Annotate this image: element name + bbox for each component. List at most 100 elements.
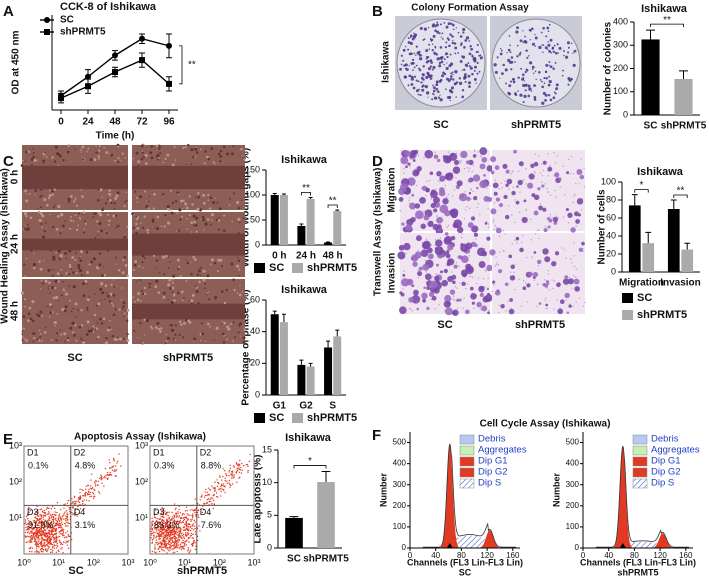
cell: [194, 223, 198, 227]
event: [42, 549, 45, 551]
colony: [445, 25, 449, 29]
colony: [431, 43, 434, 45]
cell: [537, 187, 541, 191]
colony: [522, 100, 525, 104]
cell: [207, 193, 210, 197]
y-tick-label: 40: [250, 326, 260, 336]
y-axis-label: Percentage of phase (%): [241, 289, 252, 405]
pore: [444, 184, 447, 187]
pore: [524, 282, 527, 284]
cell: [42, 235, 46, 239]
cell: [176, 229, 179, 232]
cell: [45, 222, 47, 224]
event: [199, 499, 201, 501]
colony: [428, 43, 431, 46]
colony: [476, 72, 479, 75]
event: [189, 549, 192, 551]
cell: [487, 311, 490, 315]
cell: [527, 182, 534, 189]
event: [178, 534, 181, 536]
cell: [141, 226, 145, 229]
pore: [409, 308, 412, 310]
event: [249, 453, 251, 456]
cell: [441, 279, 448, 287]
event: [163, 508, 165, 510]
pore: [572, 201, 574, 204]
pore: [425, 238, 428, 240]
event: [59, 530, 62, 532]
cell: [62, 280, 64, 283]
event: [37, 515, 40, 517]
cell: [48, 194, 52, 198]
point: [112, 52, 118, 59]
colony: [547, 84, 550, 87]
apoptosis-title: Apoptosis Assay (Ishikawa): [74, 432, 206, 443]
cell: [522, 286, 527, 291]
pore: [447, 224, 450, 227]
pore: [417, 269, 419, 272]
pore: [459, 162, 461, 164]
cell: [140, 157, 144, 161]
event: [31, 551, 33, 553]
pore: [551, 279, 553, 281]
bar: [628, 205, 641, 272]
colony: [547, 30, 550, 32]
cell: [547, 166, 553, 172]
colony: [523, 94, 527, 98]
colony: [541, 85, 544, 89]
colony: [431, 24, 435, 28]
cell: [505, 169, 510, 174]
event: [60, 518, 62, 520]
event: [215, 495, 218, 498]
event: [61, 523, 64, 526]
cell: [479, 292, 484, 298]
colony: [564, 55, 569, 59]
cell: [114, 159, 116, 162]
pore: [446, 226, 448, 229]
event: [39, 508, 41, 511]
event: [104, 467, 107, 470]
event: [213, 493, 215, 496]
cell: [515, 236, 520, 241]
event: [45, 550, 48, 552]
colony: [520, 67, 523, 70]
cell: [154, 326, 158, 329]
pore: [494, 179, 497, 181]
event: [175, 541, 177, 543]
event: [50, 507, 53, 510]
cell: [120, 159, 122, 162]
event: [191, 527, 193, 530]
cell: [431, 295, 437, 301]
cell: [509, 298, 513, 302]
cell: [164, 214, 167, 217]
cell: [472, 174, 481, 182]
cell: [90, 260, 94, 264]
event: [157, 528, 159, 530]
y-tick-label: 50: [250, 214, 260, 224]
cell: [53, 320, 57, 325]
cell: [162, 291, 166, 295]
cell: [72, 307, 74, 310]
event: [49, 535, 51, 537]
cell: [238, 324, 241, 327]
event: [235, 472, 237, 474]
event: [51, 524, 53, 527]
event: [24, 522, 26, 525]
pore: [470, 188, 472, 190]
event: [197, 514, 200, 516]
cell: [24, 160, 27, 163]
event: [44, 511, 46, 514]
event: [54, 545, 56, 547]
event: [162, 539, 164, 541]
event: [44, 529, 47, 532]
event: [192, 533, 194, 536]
wound-gap: [22, 238, 128, 251]
event: [178, 520, 180, 523]
cell: [78, 212, 81, 215]
event: [172, 531, 175, 533]
colony: [538, 71, 541, 74]
pore: [423, 210, 425, 212]
event: [41, 521, 44, 524]
cell: [27, 312, 31, 315]
colony: [467, 62, 470, 64]
